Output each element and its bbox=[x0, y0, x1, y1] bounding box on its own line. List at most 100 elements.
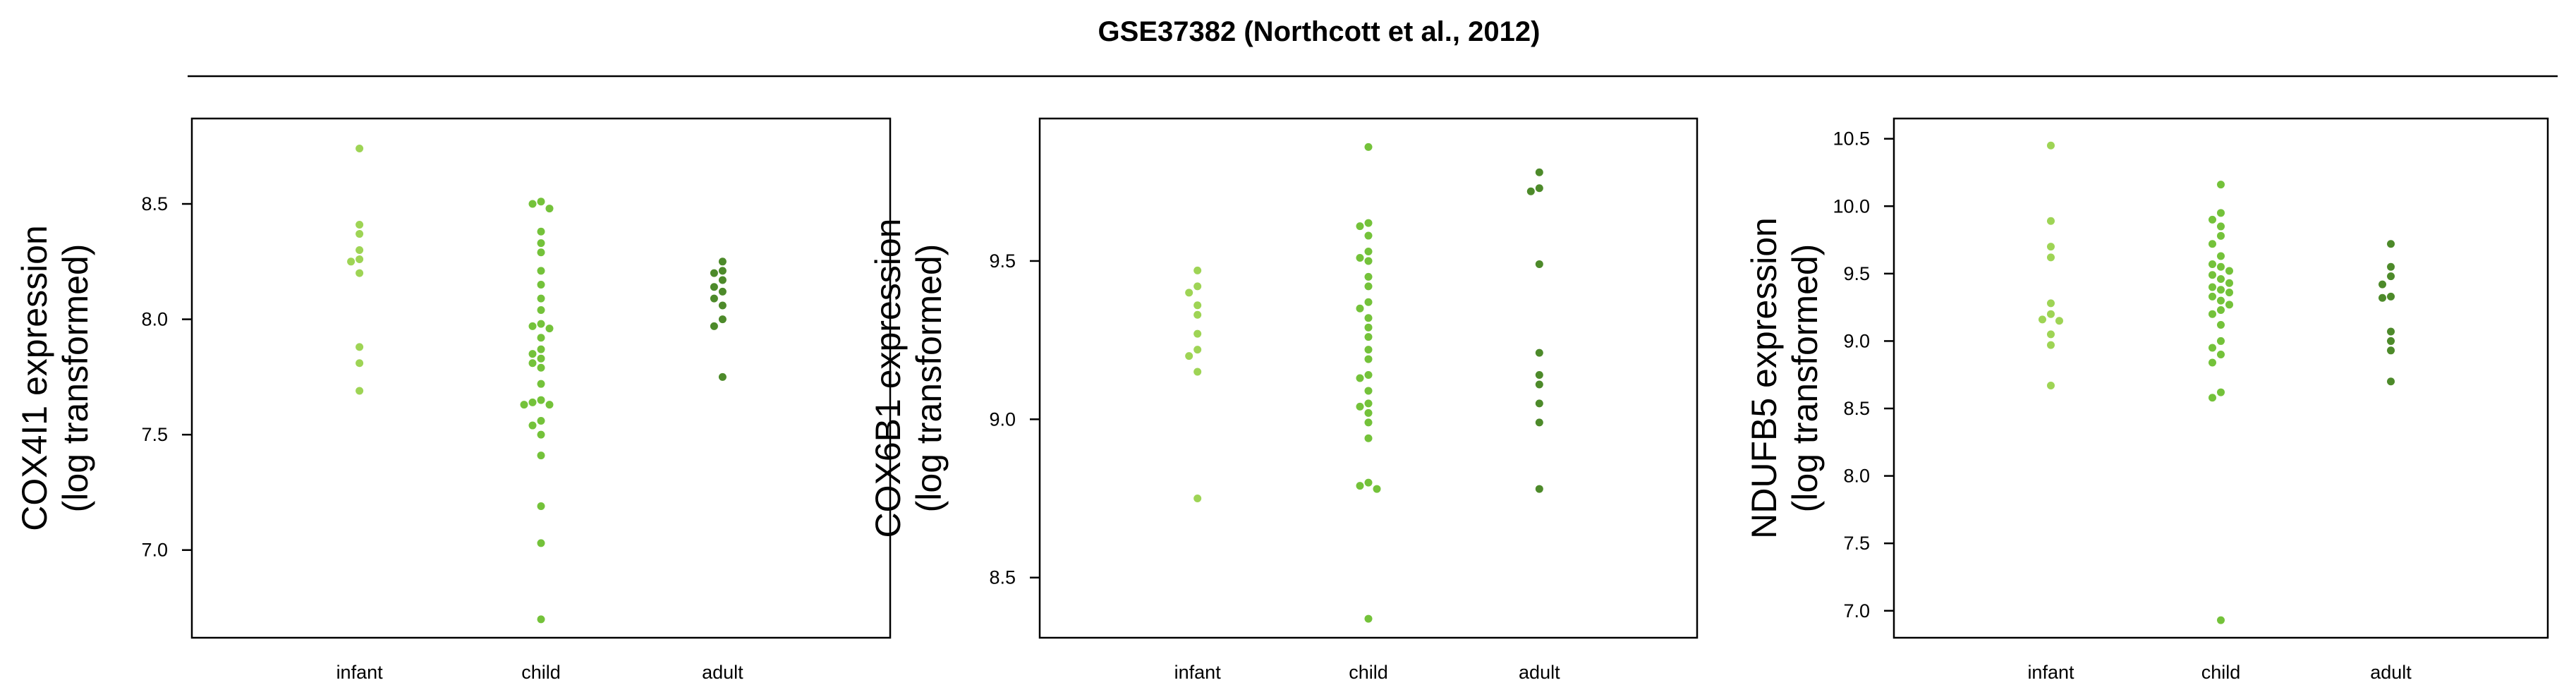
data-point-infant bbox=[2046, 253, 2055, 262]
data-point-infant bbox=[2046, 310, 2055, 318]
x-tick-label-adult: adult bbox=[702, 662, 743, 683]
data-point-child bbox=[537, 396, 545, 404]
data-point-child bbox=[537, 334, 545, 342]
data-point-child bbox=[2217, 305, 2225, 314]
data-point-child bbox=[2225, 267, 2233, 275]
data-point-infant bbox=[2046, 141, 2055, 150]
plot-frame bbox=[1892, 117, 2549, 639]
data-point-adult bbox=[718, 372, 727, 381]
y-tick-label: 8.5 bbox=[989, 567, 1016, 588]
data-point-child bbox=[2217, 388, 2225, 396]
y-axis-label-line2: (log transformed) bbox=[56, 244, 95, 513]
data-point-infant bbox=[356, 255, 364, 264]
data-point-infant bbox=[356, 246, 364, 254]
data-point-adult bbox=[718, 267, 727, 275]
data-point-adult bbox=[2387, 346, 2395, 355]
data-point-infant bbox=[2046, 341, 2055, 349]
data-point-child bbox=[1364, 418, 1373, 427]
data-point-child bbox=[2217, 181, 2225, 189]
x-tick-label-infant: infant bbox=[2027, 662, 2074, 683]
y-tick-label: 7.5 bbox=[1843, 533, 1870, 554]
data-point-child bbox=[2217, 320, 2225, 329]
data-point-child bbox=[2217, 337, 2225, 345]
data-point-child bbox=[1364, 298, 1373, 306]
panel-ndufb5: NDUFB5 expression (log transformed) 7.0 7… bbox=[1744, 117, 2549, 683]
data-point-adult bbox=[718, 257, 727, 266]
data-point-child bbox=[2209, 283, 2216, 291]
data-point-adult bbox=[2378, 280, 2387, 289]
data-point-child bbox=[2217, 296, 2225, 305]
data-point-infant bbox=[347, 257, 356, 266]
data-point-child bbox=[1364, 143, 1373, 151]
data-point-child bbox=[537, 306, 545, 315]
data-point-child bbox=[2209, 271, 2216, 279]
data-point-adult bbox=[1535, 380, 1543, 389]
data-point-child bbox=[537, 281, 545, 289]
panel-cox4i1: COX4I1 expression (log transformed) 7.0 7… bbox=[15, 117, 892, 683]
data-point-child bbox=[1356, 402, 1364, 411]
y-tick-label: 8.0 bbox=[1843, 466, 1870, 487]
data-point-adult bbox=[1526, 187, 1535, 195]
data-point-infant bbox=[356, 269, 364, 277]
data-point-child bbox=[2217, 209, 2225, 217]
data-point-infant bbox=[1193, 329, 1202, 338]
data-point-child bbox=[2209, 260, 2216, 268]
data-point-child bbox=[1356, 374, 1364, 382]
data-point-child bbox=[2209, 240, 2216, 248]
data-point-child bbox=[1364, 247, 1373, 255]
data-point-child bbox=[537, 380, 545, 388]
y-tick-label: 9.0 bbox=[1843, 330, 1870, 351]
y-axis-label-line2: (log transformed) bbox=[1785, 244, 1825, 513]
data-point-child bbox=[1364, 272, 1373, 281]
data-point-child bbox=[537, 239, 545, 248]
data-point-child bbox=[537, 363, 545, 372]
data-point-child bbox=[2209, 394, 2216, 402]
data-point-child bbox=[1356, 482, 1364, 490]
data-point-adult bbox=[1535, 168, 1543, 176]
data-point-child bbox=[537, 354, 545, 363]
plot-frame bbox=[1038, 117, 1699, 639]
data-point-child bbox=[1364, 355, 1373, 363]
x-tick-label-child: child bbox=[1349, 662, 1388, 683]
data-point-adult bbox=[710, 283, 718, 291]
data-point-infant bbox=[1193, 346, 1202, 354]
data-point-adult bbox=[718, 276, 727, 284]
data-point-child bbox=[537, 502, 545, 511]
data-point-child bbox=[545, 325, 554, 333]
data-point-infant bbox=[2046, 382, 2055, 390]
data-point-child bbox=[1364, 346, 1373, 354]
x-tick-label-adult: adult bbox=[1519, 662, 1560, 683]
data-point-infant bbox=[1193, 301, 1202, 310]
y-tick-label: 10.5 bbox=[1833, 128, 1870, 150]
data-point-child bbox=[528, 359, 537, 368]
data-point-child bbox=[2217, 262, 2225, 271]
data-point-child bbox=[537, 430, 545, 439]
y-axis-label-line1: COX4I1 expression bbox=[15, 225, 54, 531]
data-point-infant bbox=[1185, 289, 1193, 297]
data-point-infant bbox=[1193, 282, 1202, 291]
x-tick-label-child: child bbox=[521, 662, 561, 683]
data-point-infant bbox=[2046, 299, 2055, 308]
data-point-child bbox=[2209, 310, 2216, 318]
data-point-infant bbox=[356, 359, 364, 368]
data-point-child bbox=[545, 205, 554, 213]
y-tick-label: 9.5 bbox=[989, 250, 1016, 272]
panel-cox6b1: COX6B1 expression (log transformed) 8.5 9… bbox=[868, 117, 1699, 683]
data-point-infant bbox=[356, 220, 364, 229]
data-point-child bbox=[528, 398, 537, 406]
data-point-adult bbox=[710, 294, 718, 303]
data-point-child bbox=[528, 350, 537, 358]
data-point-infant bbox=[1193, 368, 1202, 376]
data-point-child bbox=[2217, 286, 2225, 294]
data-point-child bbox=[2217, 351, 2225, 359]
data-point-child bbox=[1356, 304, 1364, 313]
data-point-infant bbox=[2046, 330, 2055, 339]
data-point-child bbox=[1364, 434, 1373, 442]
data-point-infant bbox=[1193, 495, 1202, 503]
data-point-child bbox=[537, 451, 545, 460]
y-axis-label-line1: NDUFB5 expression bbox=[1744, 217, 1784, 539]
data-point-child bbox=[1364, 257, 1373, 265]
data-point-child bbox=[1364, 387, 1373, 395]
data-point-adult bbox=[710, 269, 718, 277]
data-point-infant bbox=[1185, 352, 1193, 360]
